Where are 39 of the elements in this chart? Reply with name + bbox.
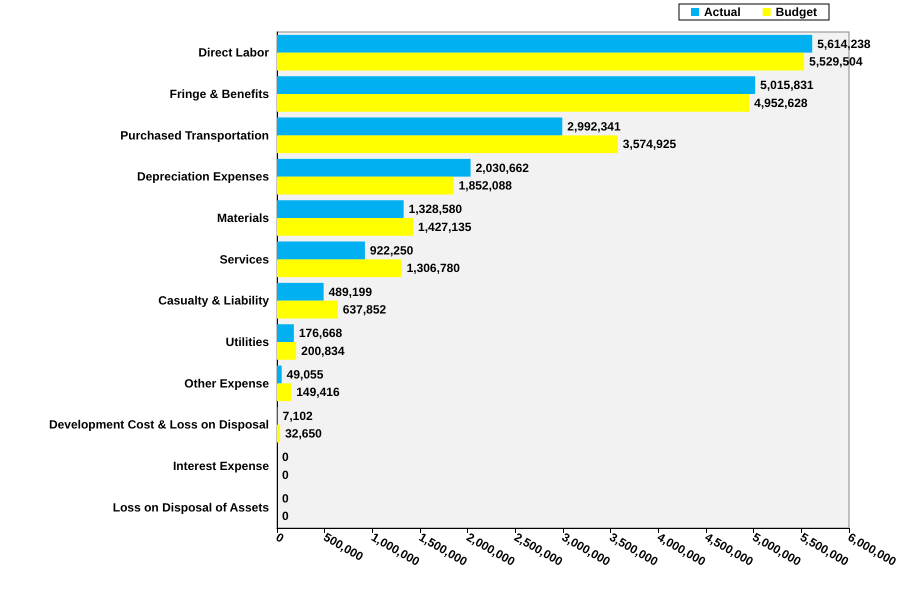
data-label: 5,529,504 — [809, 54, 863, 69]
data-label: 4,952,628 — [754, 96, 808, 110]
data-label: 176,668 — [298, 326, 343, 340]
y-tick-label: Interest Expense — [172, 459, 270, 473]
data-label: 0 — [282, 450, 289, 464]
data-label: 1,852,088 — [458, 178, 512, 193]
data-label: 7,102 — [282, 408, 314, 423]
y-tick-label: Materials — [216, 211, 270, 225]
data-label: 200,834 — [301, 344, 345, 358]
y-tick-label: Loss on Disposal of Assets — [112, 500, 270, 514]
data-label: 0 — [282, 468, 289, 482]
data-label: 0 — [282, 509, 289, 524]
data-label: 3,574,925 — [622, 137, 677, 152]
y-tick-label: Casualty & Liability — [158, 294, 270, 308]
data-label: 2,992,341 — [567, 119, 621, 134]
y-tick-label: Depreciation Expenses — [136, 170, 270, 184]
data-label: 922,250 — [370, 243, 414, 258]
y-tick-label: Services — [220, 252, 270, 266]
y-tick-label: Other Expense — [184, 376, 270, 390]
data-label: 149,416 — [296, 385, 340, 400]
data-label: 489,199 — [328, 284, 372, 299]
y-tick-label: Development Cost & Loss on Disposal — [48, 418, 269, 432]
data-label: 5,614,238 — [817, 36, 871, 51]
y-tick-label: Direct Labor — [198, 46, 270, 60]
data-label: 637,852 — [342, 302, 387, 317]
legend-label: Actual — [704, 5, 741, 19]
data-label: 0 — [282, 491, 289, 506]
data-label: 5,015,831 — [760, 78, 814, 92]
y-tick-label: Fringe & Benefits — [170, 87, 270, 101]
data-label: 2,030,662 — [476, 160, 530, 175]
data-label: 1,427,135 — [418, 220, 472, 234]
legend-label: Budget — [776, 5, 818, 19]
y-tick-label: Purchased Transportation — [120, 128, 269, 142]
x-tick-label: 0 — [274, 530, 287, 546]
y-tick-label: Utilities — [226, 335, 270, 349]
data-label: 1,328,580 — [408, 202, 462, 216]
data-label: 32,650 — [285, 426, 322, 441]
data-label: 49,055 — [286, 367, 324, 382]
data-label: 1,306,780 — [406, 261, 460, 276]
